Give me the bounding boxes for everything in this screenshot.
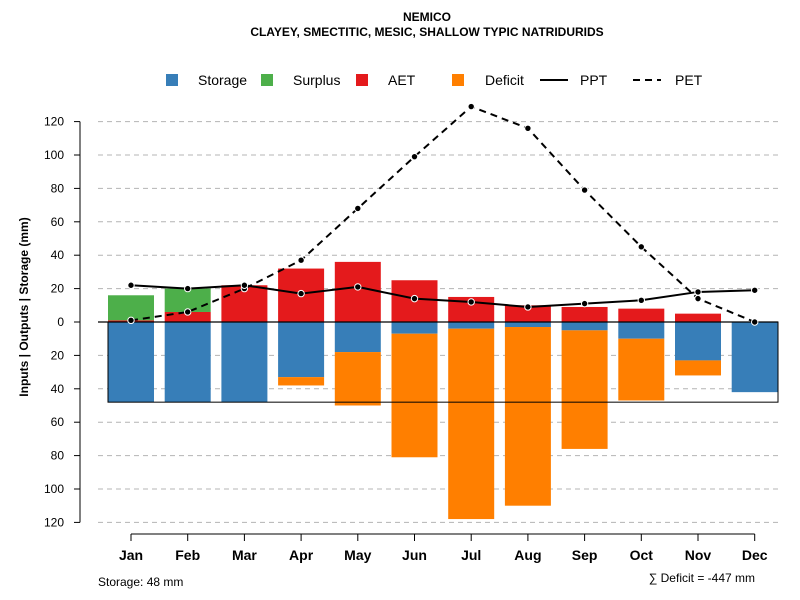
pet-point xyxy=(410,152,419,161)
storage-note: Storage: 48 mm xyxy=(98,575,183,589)
deficit-note: ∑ Deficit = -447 mm xyxy=(649,571,755,585)
deficit-bar xyxy=(504,327,551,506)
pet-point xyxy=(467,102,475,111)
deficit-bar xyxy=(278,377,325,386)
lines xyxy=(98,102,779,403)
x-tick-label: Apr xyxy=(289,547,314,563)
ppt-point xyxy=(580,299,589,308)
x-tick-label: Jan xyxy=(119,547,143,563)
y-tick-label: 20 xyxy=(51,348,65,362)
storage-bar xyxy=(334,322,381,353)
storage-capacity-box xyxy=(107,321,779,403)
ppt-point xyxy=(297,289,305,298)
x-tick-label: Nov xyxy=(685,547,712,563)
storage-bar xyxy=(108,322,154,403)
y-tick-label: 40 xyxy=(51,248,65,262)
y-tick-label: 80 xyxy=(51,449,65,463)
y-tick-label: 120 xyxy=(44,115,64,129)
chart-subtitle: CLAYEY, SMECTITIC, MESIC, SHALLOW TYPIC … xyxy=(250,25,603,39)
legend-swatch-deficit xyxy=(452,74,464,86)
aet-bar xyxy=(675,313,721,322)
legend-label-aet: AET xyxy=(388,72,416,88)
y-tick-label: 100 xyxy=(44,148,64,162)
deficit-bar xyxy=(448,328,495,520)
x-tick-label: Jul xyxy=(461,547,481,563)
ppt-point xyxy=(467,298,475,306)
x-tick-label: Aug xyxy=(514,547,541,563)
ppt-point xyxy=(240,281,249,289)
ppt-line xyxy=(130,284,755,308)
legend-label-pet: PET xyxy=(675,72,703,88)
deficit-bar xyxy=(334,352,381,406)
legend-swatch-storage xyxy=(166,74,178,86)
y-tick-label: 100 xyxy=(44,482,64,496)
pet-point xyxy=(580,186,589,194)
x-tick-label: May xyxy=(344,547,371,563)
legend-label-storage: Storage xyxy=(198,72,247,88)
x-tick-label: Feb xyxy=(175,547,200,563)
storage-bar xyxy=(561,322,608,331)
ppt-point xyxy=(637,296,645,304)
y-tick-label: 20 xyxy=(51,282,65,296)
pet-point xyxy=(637,243,645,251)
ppt-point xyxy=(524,303,532,311)
aet-bar xyxy=(164,311,211,322)
y-tick-label: 120 xyxy=(44,515,64,529)
y-tick-label: 80 xyxy=(51,181,65,195)
y-tick-label: 60 xyxy=(51,415,65,429)
y-tick-label: 40 xyxy=(51,382,65,396)
legend-swatch-aet xyxy=(356,74,368,86)
pet-point xyxy=(184,308,192,316)
surplus-bar xyxy=(108,295,154,321)
pet-line xyxy=(130,105,756,323)
ppt-point xyxy=(354,283,362,291)
storage-bar xyxy=(278,322,325,378)
storage-bar xyxy=(221,322,268,403)
y-axis-title: Inputs | Outputs | Storage (mm) xyxy=(17,217,31,396)
deficit-bar xyxy=(675,360,721,376)
legend-swatch-surplus xyxy=(261,74,273,86)
deficit-bar xyxy=(391,333,438,458)
ppt-point xyxy=(127,281,135,289)
aet-bar xyxy=(504,305,551,322)
y-tick-label: 0 xyxy=(57,315,64,329)
axes: 120 100 80 60 40 20 0 20 40 60 80 100 120 Jan Feb Mar Ap… xyxy=(44,115,768,563)
storage-bar xyxy=(448,322,495,329)
pet-point xyxy=(694,294,702,303)
pet-point xyxy=(297,256,305,264)
pet-point xyxy=(524,124,532,132)
ppt-point xyxy=(410,294,419,303)
ppt-point xyxy=(184,284,192,293)
aet-bar xyxy=(618,308,665,322)
x-tick-label: Dec xyxy=(742,547,768,563)
storage-bar xyxy=(675,322,721,361)
pet-point xyxy=(354,204,362,213)
pet-point xyxy=(127,316,135,325)
chart-title: NEMICO xyxy=(403,10,451,24)
surplus-bar xyxy=(164,288,211,312)
ppt-point xyxy=(694,288,702,296)
y-tick-label: 60 xyxy=(51,215,65,229)
pet-point xyxy=(751,318,759,326)
legend: Storage Surplus AET Deficit PPT PET xyxy=(166,72,703,88)
legend-label-surplus: Surplus xyxy=(293,72,340,88)
storage-bar xyxy=(391,322,438,334)
x-tick-label: Mar xyxy=(232,547,257,563)
storage-bar xyxy=(618,322,665,339)
x-tick-label: Oct xyxy=(630,547,654,563)
legend-label-deficit: Deficit xyxy=(485,72,524,88)
legend-label-ppt: PPT xyxy=(580,72,608,88)
storage-bar xyxy=(731,322,778,393)
x-tick-label: Jun xyxy=(402,547,427,563)
deficit-bar xyxy=(618,338,665,401)
aet-bar xyxy=(334,261,381,322)
x-tick-label: Sep xyxy=(572,547,598,563)
aet-bar xyxy=(561,306,608,322)
storage-bar xyxy=(504,322,551,328)
ppt-point xyxy=(751,286,759,294)
storage-bar xyxy=(164,322,211,403)
deficit-bar xyxy=(561,330,608,449)
